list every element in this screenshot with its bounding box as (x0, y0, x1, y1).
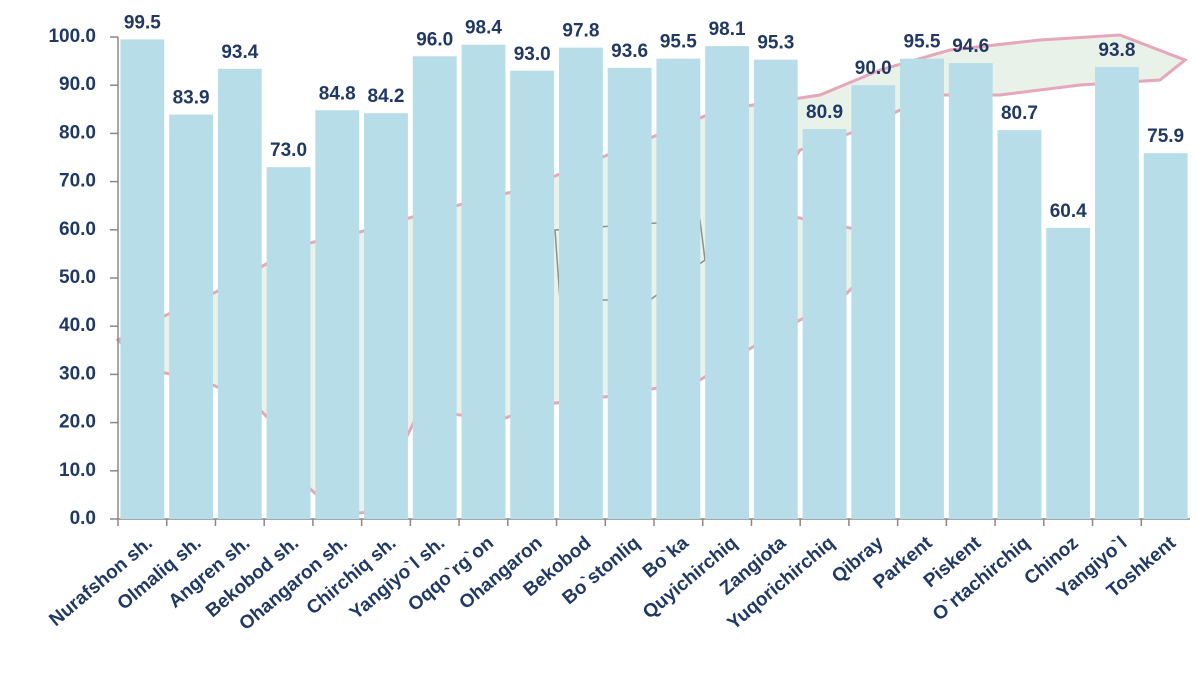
bar (754, 60, 798, 519)
bar (510, 71, 554, 519)
value-label: 60.4 (1050, 201, 1087, 222)
value-label: 84.2 (368, 86, 405, 107)
value-label: 93.8 (1098, 40, 1135, 61)
y-tick-label: 20.0 (59, 412, 96, 433)
value-label: 99.5 (124, 12, 161, 33)
value-label: 98.4 (465, 18, 502, 39)
value-label: 93.6 (611, 41, 648, 62)
value-label: 84.8 (319, 83, 356, 104)
value-label: 75.9 (1147, 126, 1184, 147)
bar (315, 110, 359, 519)
y-tick-label: 60.0 (59, 219, 96, 240)
bar (803, 129, 847, 519)
bar (218, 69, 262, 519)
value-label: 93.4 (221, 42, 258, 63)
bar (851, 85, 895, 519)
y-tick-label: 90.0 (59, 74, 96, 95)
bar (900, 59, 944, 519)
y-tick-label: 100.0 (48, 26, 96, 47)
value-label: 80.9 (806, 102, 843, 123)
value-label: 95.3 (757, 33, 794, 54)
value-label: 96.0 (416, 29, 453, 50)
bar (559, 48, 603, 519)
value-label: 90.0 (855, 58, 892, 79)
bar (1046, 228, 1090, 519)
value-label: 80.7 (1001, 103, 1038, 124)
y-tick-label: 50.0 (59, 267, 96, 288)
bar (364, 113, 408, 519)
bar (998, 130, 1042, 519)
value-label: 98.1 (709, 19, 746, 40)
bar (705, 46, 749, 519)
bar (1095, 67, 1139, 519)
value-label: 83.9 (173, 88, 210, 109)
value-label: 95.5 (904, 32, 941, 53)
y-tick-label: 30.0 (59, 363, 96, 384)
bar (413, 56, 457, 519)
bar (949, 63, 993, 519)
bar (1144, 153, 1188, 519)
bar (608, 68, 652, 519)
value-label: 93.0 (514, 44, 551, 65)
y-tick-label: 80.0 (59, 122, 96, 143)
bar (169, 115, 213, 519)
bar (120, 39, 164, 519)
bar (267, 167, 311, 519)
value-label: 97.8 (562, 21, 599, 42)
value-label: 95.5 (660, 32, 697, 53)
y-tick-label: 70.0 (59, 171, 96, 192)
value-label: 94.6 (952, 36, 989, 57)
y-tick-label: 40.0 (59, 315, 96, 336)
chart: 0.0 10.0 20.0 30.0 40.0 50.0 60.0 70.0 80.0 90.0 1… (0, 0, 1197, 682)
bar (462, 45, 506, 519)
value-label: 73.0 (270, 140, 307, 161)
y-tick-label: 10.0 (59, 460, 96, 481)
bar (656, 59, 700, 519)
y-tick-label: 0.0 (70, 508, 96, 529)
